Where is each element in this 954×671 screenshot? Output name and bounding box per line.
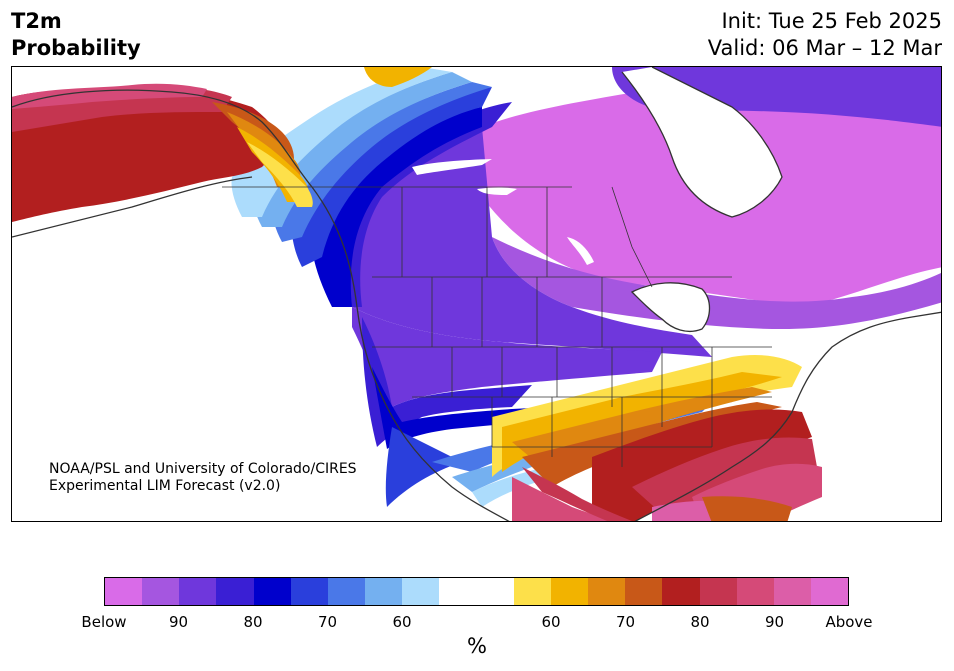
colorbar-swatch xyxy=(699,578,737,605)
colorbar-tick-label: 90 xyxy=(168,613,189,631)
colorbar-swatch xyxy=(365,578,403,605)
colorbar-swatch xyxy=(290,578,328,605)
region-mexico xyxy=(512,477,623,521)
colorbar-swatch xyxy=(439,578,477,605)
colorbar-swatch xyxy=(810,578,849,605)
colorbar-swatch xyxy=(736,578,774,605)
valid-range: Valid: 06 Mar – 12 Mar xyxy=(707,36,942,60)
colorbar-tick-label: 60 xyxy=(541,613,561,631)
colorbar-unit: % xyxy=(467,634,487,658)
colorbar-swatch xyxy=(625,578,663,605)
colorbar-tick-label: 70 xyxy=(615,613,636,631)
map-title: T2m Probability xyxy=(11,8,141,62)
colorbar-tick-label: 70 xyxy=(317,613,338,631)
title-line-1: T2m xyxy=(11,9,62,33)
colorbar-swatch xyxy=(253,578,291,605)
colorbar-swatch xyxy=(216,578,254,605)
colorbar-swatch xyxy=(476,578,514,605)
colorbar-swatch xyxy=(179,578,217,605)
probability-map[interactable] xyxy=(11,66,942,522)
title-line-2: Probability xyxy=(11,36,141,60)
region-central-canada xyxy=(335,127,712,357)
colorbar xyxy=(104,577,849,606)
colorbar-swatch xyxy=(513,578,551,605)
colorbar-tick-label: 90 xyxy=(764,613,785,631)
colorbar-swatch xyxy=(662,578,700,605)
colorbar-swatch xyxy=(402,578,440,605)
colorbar-tick-label: Below xyxy=(81,613,127,631)
init-date: Init: Tue 25 Feb 2025 xyxy=(721,9,942,33)
colorbar-swatch xyxy=(142,578,180,605)
credit-text: NOAA/PSL and University of Colorado/CIRE… xyxy=(49,461,357,495)
credit-line-2: Experimental LIM Forecast (v2.0) xyxy=(49,478,281,494)
colorbar-tick-label: 80 xyxy=(690,613,710,631)
colorbar-swatch xyxy=(550,578,589,605)
colorbar-swatch xyxy=(773,578,811,605)
credit-line-1: NOAA/PSL and University of Colorado/CIRE… xyxy=(49,461,357,477)
colorbar-tick-label: 80 xyxy=(243,613,263,631)
colorbar-tick-label: 60 xyxy=(392,613,412,631)
colorbar-swatch xyxy=(105,578,143,605)
region-western-us xyxy=(352,307,662,407)
colorbar-swatch xyxy=(327,578,366,605)
map-canvas xyxy=(12,67,941,521)
colorbar-tick-label: Above xyxy=(825,613,873,631)
forecast-dates: Init: Tue 25 Feb 2025 Valid: 06 Mar – 12… xyxy=(708,8,942,62)
colorbar-swatch xyxy=(588,578,626,605)
